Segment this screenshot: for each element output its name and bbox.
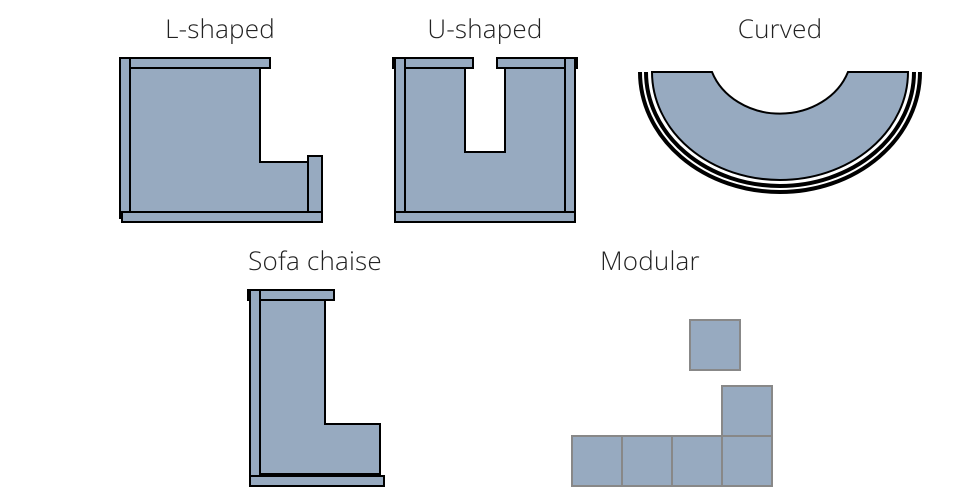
label-l-shaped: L-shaped (90, 10, 350, 46)
label-modular: Modular (490, 242, 810, 278)
shape-u-shaped (385, 52, 585, 232)
shape-curved (630, 52, 930, 212)
cell-curved: Curved (620, 10, 940, 212)
cell-modular: Modular (490, 242, 810, 498)
label-u-shaped: U-shaped (370, 10, 600, 46)
label-sofa-chaise: Sofa chaise (190, 242, 440, 278)
cell-sofa-chaise: Sofa chaise (190, 242, 440, 494)
cell-u-shaped: U-shaped (370, 10, 600, 232)
cell-l-shaped: L-shaped (90, 10, 350, 232)
shape-l-shaped (110, 52, 330, 232)
shape-sofa-chaise (230, 284, 400, 494)
shape-modular (520, 298, 780, 498)
label-curved: Curved (620, 10, 940, 46)
diagram-stage: L-shaped U-shaped (0, 0, 960, 500)
